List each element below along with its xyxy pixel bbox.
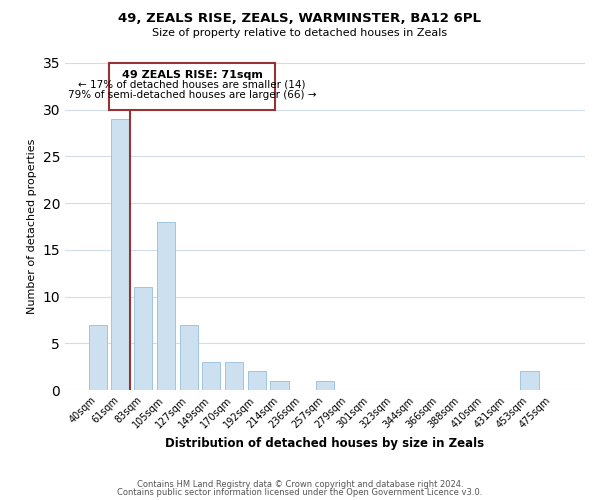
Text: 49 ZEALS RISE: 71sqm: 49 ZEALS RISE: 71sqm — [122, 70, 263, 80]
Text: 49, ZEALS RISE, ZEALS, WARMINSTER, BA12 6PL: 49, ZEALS RISE, ZEALS, WARMINSTER, BA12 … — [119, 12, 482, 26]
Bar — [248, 372, 266, 390]
Bar — [157, 222, 175, 390]
Bar — [179, 325, 198, 390]
Bar — [271, 381, 289, 390]
Text: Contains HM Land Registry data © Crown copyright and database right 2024.: Contains HM Land Registry data © Crown c… — [137, 480, 463, 489]
Bar — [202, 362, 220, 390]
FancyBboxPatch shape — [109, 63, 275, 110]
Bar — [520, 372, 539, 390]
Bar — [112, 119, 130, 390]
Text: Size of property relative to detached houses in Zeals: Size of property relative to detached ho… — [152, 28, 448, 38]
Bar — [89, 325, 107, 390]
Y-axis label: Number of detached properties: Number of detached properties — [27, 139, 37, 314]
Text: Contains public sector information licensed under the Open Government Licence v3: Contains public sector information licen… — [118, 488, 482, 497]
Bar — [134, 288, 152, 390]
Text: 79% of semi-detached houses are larger (66) →: 79% of semi-detached houses are larger (… — [68, 90, 316, 100]
Bar — [316, 381, 334, 390]
Text: ← 17% of detached houses are smaller (14): ← 17% of detached houses are smaller (14… — [79, 80, 306, 90]
Bar — [225, 362, 243, 390]
X-axis label: Distribution of detached houses by size in Zeals: Distribution of detached houses by size … — [166, 437, 485, 450]
